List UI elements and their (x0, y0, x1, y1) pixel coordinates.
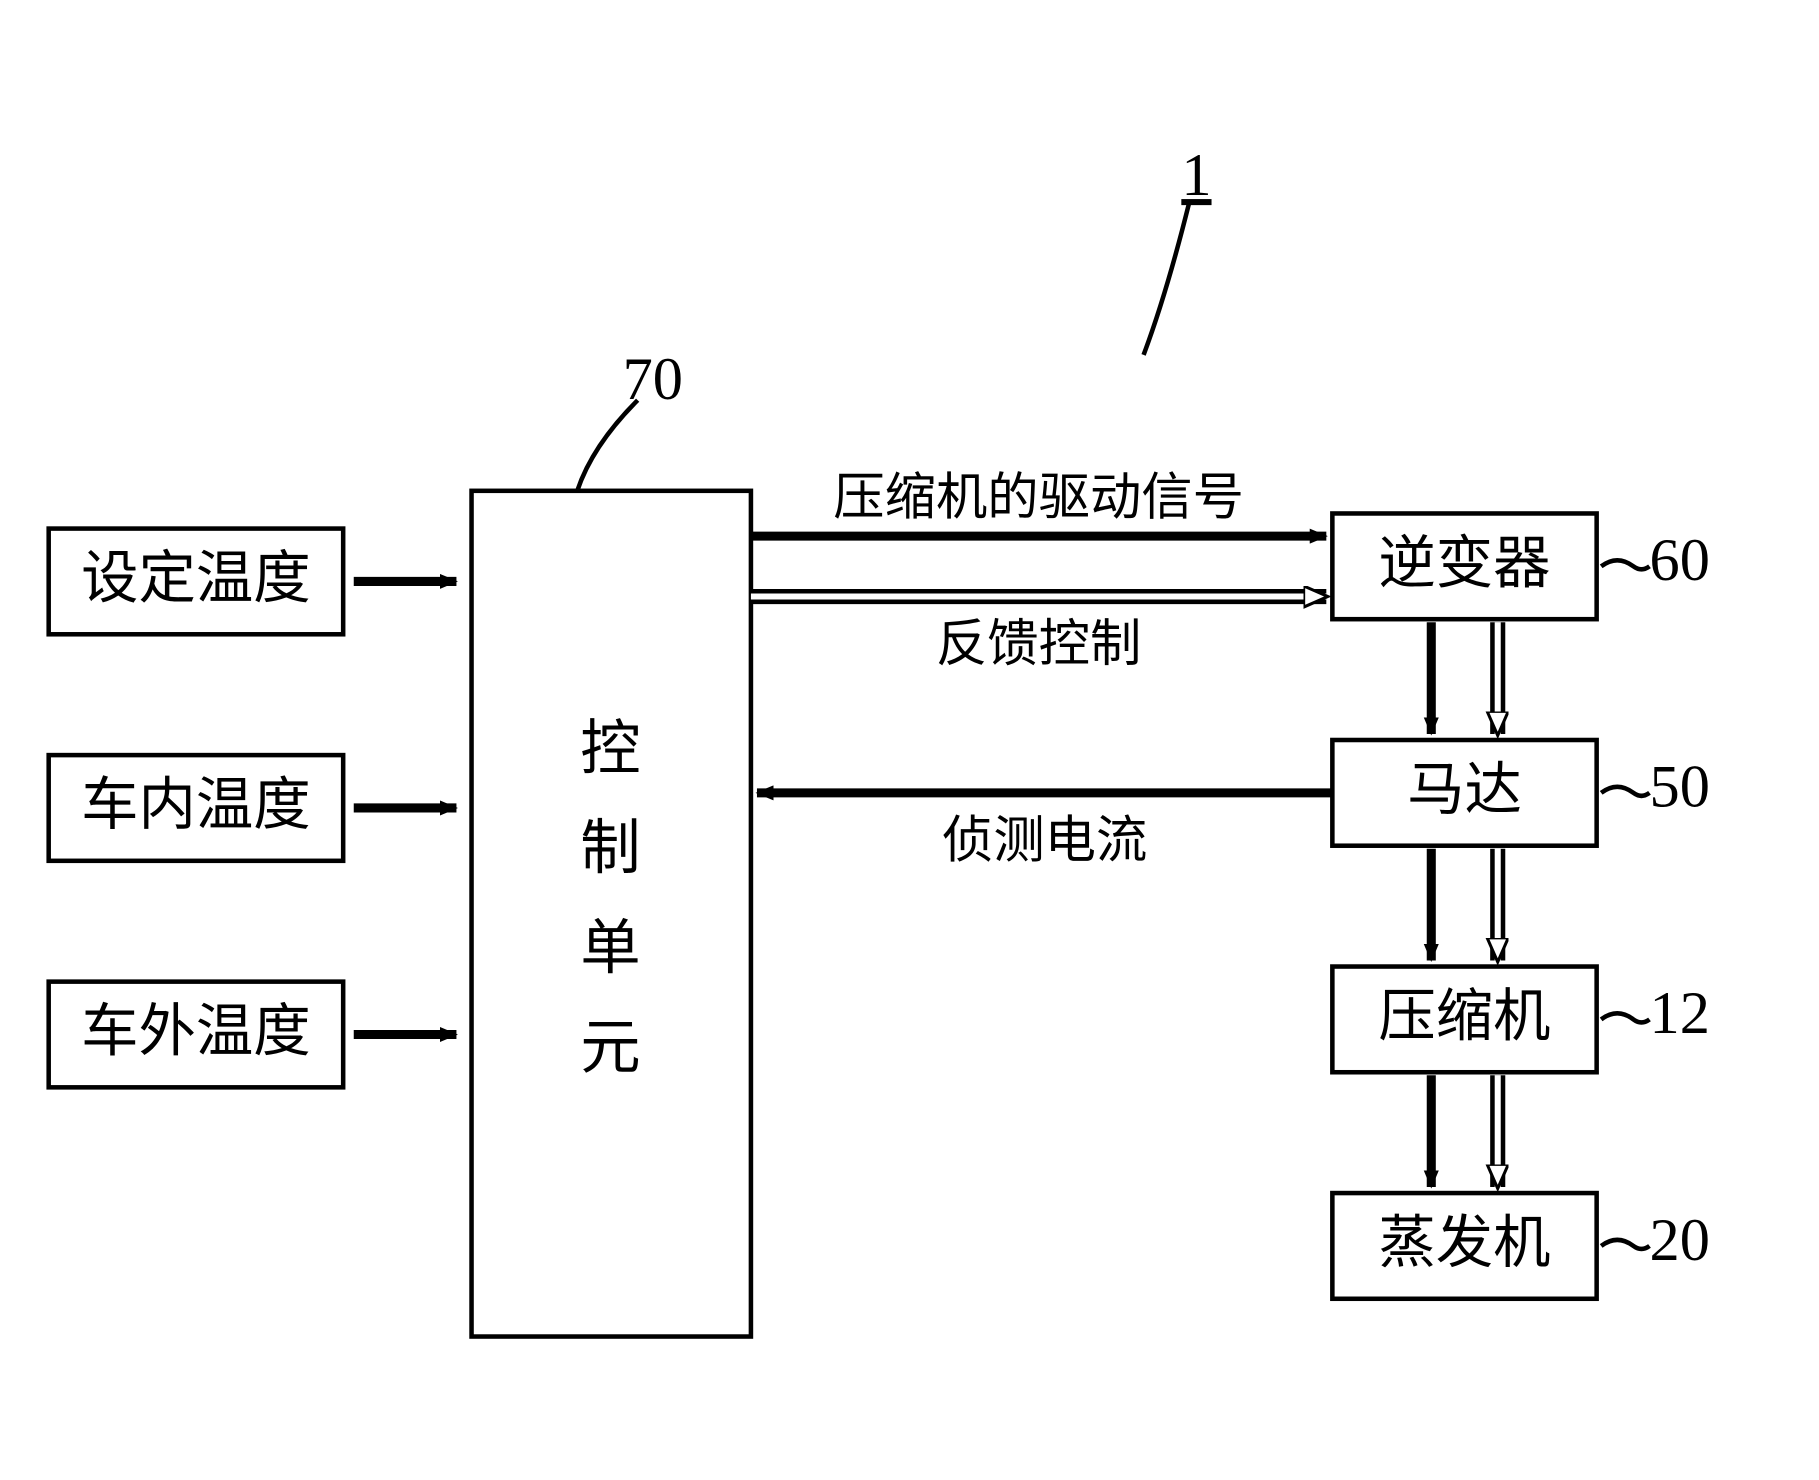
control-unit: 控制单元 (472, 491, 751, 1337)
figure-ref-leader (1144, 204, 1189, 355)
diagram-canvas: 1 70 控制单元 设定温度车内温度车外温度 逆变器 60 马达 50 压缩机 12 蒸发机 20 压缩… (0, 0, 1819, 1480)
edge-detect-label: 侦测电流 (942, 812, 1147, 869)
control-unit-label-2: 单 (580, 915, 640, 982)
compressor-label: 压缩机 (1378, 986, 1550, 1049)
evaporator-box: 蒸发机 (1332, 1193, 1596, 1299)
set-temp-label: 设定温度 (81, 548, 310, 611)
control-unit-label-1: 制 (580, 816, 640, 883)
motor-ref-leader (1601, 787, 1649, 796)
inverter-box: 逆变器 (1332, 513, 1596, 619)
inverter-ref: 60 (1650, 527, 1710, 594)
motor-box: 马达 (1332, 740, 1596, 846)
motor-label: 马达 (1407, 759, 1522, 822)
inverter-label: 逆变器 (1378, 533, 1550, 596)
inverter-ref-leader (1601, 560, 1649, 569)
out-temp-label: 车外温度 (81, 1001, 310, 1064)
evaporator-label: 蒸发机 (1378, 1212, 1550, 1275)
edge-feedback-label: 反馈控制 (936, 616, 1141, 673)
edge-drive-label: 压缩机的驱动信号 (833, 470, 1244, 527)
in-temp-label: 车内温度 (81, 774, 310, 837)
in-temp-box: 车内温度 (49, 755, 343, 861)
control-unit-label-0: 控 (580, 716, 640, 783)
out-temp-box: 车外温度 (49, 982, 343, 1088)
compressor-box: 压缩机 (1332, 967, 1596, 1073)
evaporator-ref-leader (1601, 1240, 1649, 1249)
figure-ref-label: 1 (1181, 142, 1211, 209)
control-unit-ref: 70 (623, 346, 683, 413)
compressor-ref: 12 (1650, 980, 1710, 1047)
compressor-ref-leader (1601, 1013, 1649, 1022)
motor-ref: 50 (1650, 754, 1710, 821)
control-unit-ref-leader (577, 400, 637, 491)
control-unit-label-3: 元 (580, 1015, 640, 1082)
evaporator-ref: 20 (1650, 1207, 1710, 1274)
set-temp-box: 设定温度 (49, 529, 343, 635)
